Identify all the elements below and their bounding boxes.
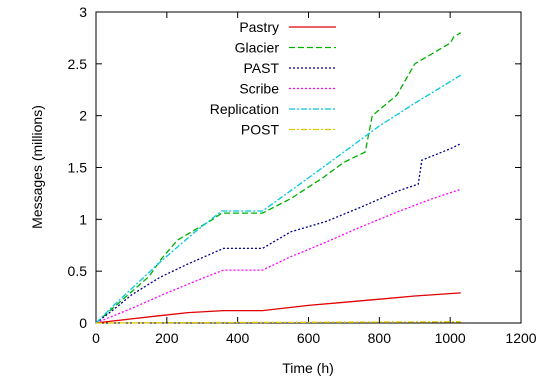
legend: Pastry Glacier PAST Scribe Replication POST xyxy=(210,19,336,138)
x-tick-label: 200 xyxy=(155,330,179,346)
series-line-post xyxy=(95,321,461,324)
y-tick-label: 2.5 xyxy=(68,56,88,72)
y-axis-title: Messages (millions) xyxy=(29,105,45,229)
series-lines xyxy=(95,32,462,324)
legend-label-scribe: Scribe xyxy=(239,81,279,97)
legend-label-glacier: Glacier xyxy=(235,40,280,56)
tick-labels: 0 200 400 600 800 1000 1200 0 0.5 1 1.5 2 2.5 3 xyxy=(68,4,537,346)
x-tick-label: 1000 xyxy=(435,330,466,346)
series-line-past xyxy=(95,143,462,324)
x-tick-label: 400 xyxy=(226,330,250,346)
y-tick-label: 1.5 xyxy=(68,160,88,176)
y-tick-label: 2 xyxy=(79,108,87,124)
y-tick-label: 3 xyxy=(79,4,87,20)
x-tick-label: 1200 xyxy=(505,330,536,346)
x-tick-label: 600 xyxy=(297,330,321,346)
x-tick-label: 0 xyxy=(92,330,100,346)
legend-label-post: POST xyxy=(241,122,280,138)
x-tick-label: 800 xyxy=(368,330,392,346)
tick-marks xyxy=(95,11,522,324)
y-tick-label: 1 xyxy=(79,211,87,227)
plot-frame xyxy=(95,11,522,324)
series-line-replication xyxy=(95,74,462,324)
legend-label-pastry: Pastry xyxy=(239,19,279,35)
series-line-pastry xyxy=(95,292,461,324)
legend-label-past: PAST xyxy=(243,60,279,76)
y-tick-label: 0 xyxy=(79,315,87,331)
y-tick-label: 0.5 xyxy=(68,263,88,279)
legend-label-replication: Replication xyxy=(210,101,279,117)
series-line-scribe xyxy=(95,188,462,324)
series-line-glacier xyxy=(95,32,462,324)
x-axis-title: Time (h) xyxy=(282,360,334,376)
